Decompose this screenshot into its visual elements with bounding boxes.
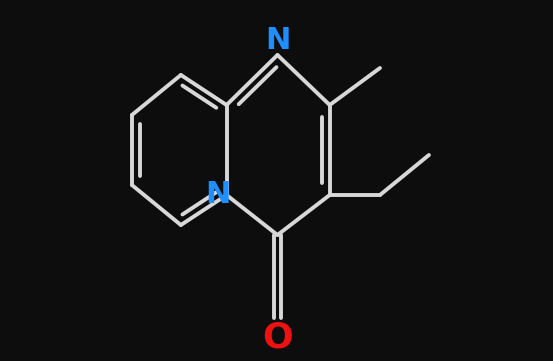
- Text: O: O: [262, 321, 293, 355]
- Text: N: N: [265, 26, 290, 55]
- Text: N: N: [205, 180, 230, 209]
